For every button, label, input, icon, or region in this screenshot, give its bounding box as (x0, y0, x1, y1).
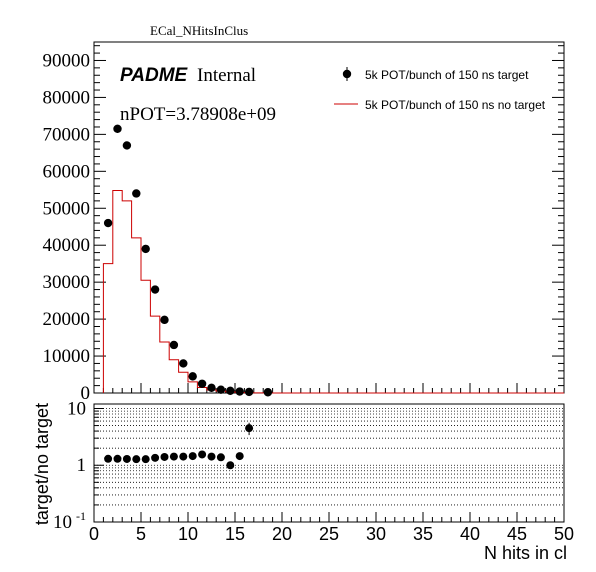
ratio-y-tick-label: 1 (77, 455, 87, 476)
target-point (150, 285, 160, 294)
ratio-point (226, 461, 235, 470)
target-point (216, 385, 226, 394)
y-axis-title-ratio: target/no target (32, 403, 52, 525)
target-point (169, 340, 179, 350)
x-tick-label: 35 (413, 524, 433, 544)
x-tick-label: 40 (460, 524, 480, 544)
target-point (160, 315, 169, 325)
target-point (141, 244, 150, 254)
top-y-tick-label: 80000 (43, 87, 91, 108)
ratio-point (169, 452, 178, 461)
ratio-y-tick-label: 10 (53, 512, 72, 533)
top-y-tick-label: 60000 (43, 161, 91, 182)
top-y-tick-label: 0 (81, 383, 91, 404)
legend-marker-target (342, 69, 352, 79)
ratio-plot-frame (93, 403, 565, 523)
target-point (122, 141, 132, 150)
ratio-point (188, 452, 197, 461)
target-point (207, 383, 216, 393)
ratio-point (179, 452, 188, 461)
chart-title: ECal_NHitsInClus (150, 23, 248, 38)
ratio-x-axis: 0 5 10 15 20 25 30 35 40 45 50 (89, 512, 574, 544)
ratio-point (113, 454, 122, 463)
no-target-histogram-line (102, 190, 564, 394)
top-y-tick-label: 70000 (43, 124, 91, 145)
ratio-point (160, 452, 169, 461)
ratio-point (198, 450, 207, 459)
legend: 5k POT/bunch of 150 ns target 5k POT/bun… (334, 67, 546, 112)
target-point (188, 372, 197, 381)
ratio-y-axis: 10 -1 1 10 (53, 398, 104, 533)
npot-annotation: nPOT=3.78908e+09 (120, 104, 276, 125)
x-tick-label: 25 (319, 524, 339, 544)
ratio-point (216, 453, 225, 462)
top-y-tick-label: 40000 (43, 235, 91, 256)
target-point (197, 379, 207, 388)
target-point (244, 387, 254, 397)
top-y-tick-label: 90000 (43, 50, 91, 71)
target-point (226, 386, 235, 395)
ratio-y-tick-exponent: -1 (76, 509, 86, 523)
target-point (113, 124, 122, 134)
top-y-tick-label: 10000 (43, 346, 91, 367)
x-tick-label: 15 (225, 524, 245, 544)
ratio-y-tick-label: 10 (67, 398, 86, 419)
top-y-tick-label: 50000 (43, 198, 91, 219)
ratio-point (141, 455, 150, 464)
legend-label-no-target: 5k POT/bunch of 150 ns no target (365, 98, 546, 112)
target-point (263, 388, 273, 397)
padme-brand-label: PADME (120, 65, 189, 86)
top-y-axis: 0 10000 20000 30000 40000 50000 60000 70000 8000… (43, 45, 564, 404)
ratio-point (122, 454, 131, 463)
ratio-point (132, 455, 141, 464)
target-points (103, 124, 273, 397)
target-point (132, 189, 141, 198)
top-plot-frame (93, 41, 565, 394)
x-tick-label: 20 (272, 524, 292, 544)
legend-label-target: 5k POT/bunch of 150 ns target (365, 68, 529, 82)
ratio-points (104, 422, 254, 470)
target-point (235, 387, 244, 396)
ratio-point (151, 453, 160, 462)
no-target-histogram (102, 190, 564, 394)
target-point (103, 218, 113, 228)
x-tick-label: 45 (507, 524, 527, 544)
x-axis-title: N hits in cl (484, 543, 567, 563)
ratio-gridlines (94, 408, 564, 506)
x-tick-label: 5 (136, 524, 146, 544)
ratio-point (245, 424, 254, 433)
ratio-point (207, 452, 216, 461)
ratio-point (104, 454, 113, 463)
target-point (179, 359, 188, 368)
x-tick-label: 30 (366, 524, 386, 544)
x-tick-label: 0 (89, 524, 99, 544)
x-tick-label: 10 (178, 524, 198, 544)
ratio-point (235, 452, 244, 461)
x-tick-label: 50 (554, 524, 574, 544)
top-y-tick-label: 30000 (43, 272, 91, 293)
top-y-tick-label: 20000 (43, 309, 91, 330)
internal-label: Internal (197, 65, 256, 86)
top-x-axis (93, 383, 565, 393)
